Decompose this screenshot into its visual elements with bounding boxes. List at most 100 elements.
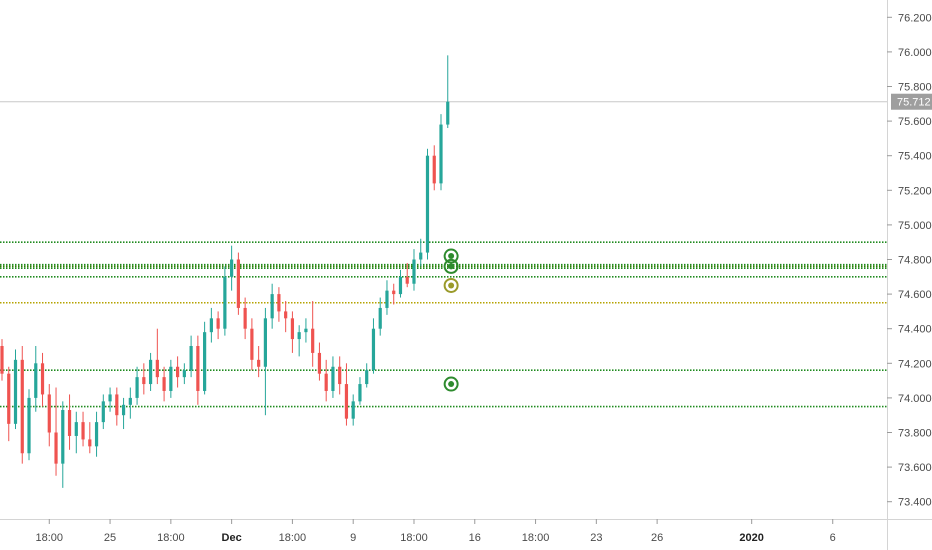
candle-body-47 (317, 352, 322, 374)
x-axis-ticks: 18:00 25 18:00 Dec 18:00 9 18:00 16 18:00 23 26 202… (36, 519, 836, 544)
last-price-label-text: 75.712 (897, 97, 931, 109)
y-tick-label-11: 75.600 (898, 116, 932, 128)
signal-marker-ring-1 (443, 258, 459, 274)
candle-body-7 (47, 394, 51, 433)
candle-body-60 (405, 276, 409, 284)
horizontal-levels (0, 241, 887, 408)
y-tick-label-2: 73.800 (898, 428, 932, 440)
signal-marker-dot-1 (448, 263, 455, 270)
candle-body-49 (331, 366, 335, 391)
candle-body-51 (344, 384, 349, 419)
y-tick-label-5: 74.400 (898, 324, 932, 336)
x-tick-label-2: 18:00 (157, 532, 185, 544)
candle-body-27 (182, 370, 186, 378)
candle-body-0 (0, 346, 4, 374)
x-tick-label-4: 18:00 (279, 532, 307, 544)
candle-body-11 (74, 422, 78, 436)
y-tick-label-6: 74.600 (898, 289, 932, 301)
x-tick-label-6: 18:00 (400, 532, 428, 544)
candle-body-25 (169, 366, 173, 391)
candles (0, 55, 450, 488)
candle-body-26 (176, 366, 180, 378)
candle-body-39 (263, 318, 267, 367)
candle-body-45 (304, 328, 308, 333)
candle-body-1 (7, 373, 11, 424)
candle-body-66 (446, 101, 450, 125)
candle-body-53 (358, 384, 362, 402)
y-tick-label-0: 73.400 (898, 497, 932, 509)
signal-marker-ring-2 (443, 277, 459, 293)
candle-body-48 (324, 373, 328, 391)
candle-body-15 (101, 401, 105, 423)
candle-body-37 (250, 328, 254, 360)
candle-body-23 (155, 359, 159, 378)
last-price-label: 75.712 (891, 93, 932, 110)
candle-body-18 (121, 404, 126, 416)
signal-marker-dot-2 (448, 282, 455, 289)
candle-body-36 (243, 307, 247, 329)
candle-body-30 (203, 332, 207, 391)
candle-body-62 (419, 252, 423, 260)
x-tick-label-12: 6 (830, 532, 836, 544)
candle-body-59 (398, 276, 403, 295)
candle-body-3 (20, 359, 24, 454)
candle-body-28 (189, 346, 193, 371)
candle-body-22 (148, 359, 153, 385)
candle-body-46 (311, 328, 315, 353)
candle-body-29 (196, 346, 200, 391)
candle-body-4 (27, 397, 31, 454)
y-tick-label-9: 75.200 (898, 185, 932, 197)
signal-marker-dot-3 (448, 381, 455, 388)
candle-body-19 (128, 397, 132, 405)
candle-body-43 (290, 318, 295, 340)
candle-body-55 (371, 328, 376, 371)
candle-body-9 (61, 410, 65, 464)
candle-body-33 (223, 276, 227, 329)
x-tick-label-7: 16 (469, 532, 481, 544)
y-tick-label-14: 76.200 (898, 12, 932, 24)
x-tick-label-11: 2020 (739, 532, 763, 544)
candle-body-24 (162, 377, 166, 391)
candle-body-13 (88, 439, 92, 447)
y-tick-label-12: 75.800 (898, 82, 932, 94)
y-tick-label-4: 74.200 (898, 358, 932, 370)
candle-body-56 (378, 307, 382, 329)
signal-markers (443, 248, 459, 392)
signal-marker-dot-0 (448, 253, 455, 260)
signal-marker-ring-3 (443, 376, 459, 392)
last-price-label-bg (891, 93, 932, 110)
candle-body-20 (135, 377, 139, 398)
x-tick-label-8: 18:00 (522, 532, 550, 544)
candle-body-17 (115, 394, 119, 416)
candle-body-32 (216, 318, 220, 329)
candle-body-61 (412, 259, 416, 284)
y-tick-label-1: 73.600 (898, 462, 932, 474)
candle-body-50 (338, 366, 342, 385)
y-tick-label-7: 74.800 (898, 255, 932, 267)
y-tick-label-10: 75.400 (898, 151, 932, 163)
candle-body-41 (277, 294, 281, 312)
candle-body-14 (94, 422, 99, 447)
candle-body-63 (425, 155, 430, 253)
x-tick-label-1: 25 (104, 532, 116, 544)
candle-body-6 (40, 363, 45, 395)
y-tick-label-13: 76.000 (898, 47, 932, 59)
plot-background (0, 0, 887, 519)
candle-body-16 (108, 394, 112, 402)
signal-marker-ring-0 (443, 248, 459, 264)
candle-body-40 (270, 294, 274, 319)
candle-body-65 (439, 124, 443, 184)
candle-body-52 (351, 401, 355, 419)
y-tick-label-3: 74.000 (898, 393, 932, 405)
x-tick-label-3: Dec (222, 532, 242, 544)
x-tick-label-5: 9 (350, 532, 356, 544)
candle-body-57 (385, 290, 389, 308)
candle-body-38 (257, 359, 261, 367)
x-tick-label-9: 23 (590, 532, 602, 544)
y-tick-label-8: 75.000 (898, 220, 932, 232)
candle-body-34 (230, 259, 234, 277)
candle-body-58 (392, 290, 396, 295)
candle-body-44 (297, 332, 301, 340)
candle-body-2 (13, 359, 18, 424)
